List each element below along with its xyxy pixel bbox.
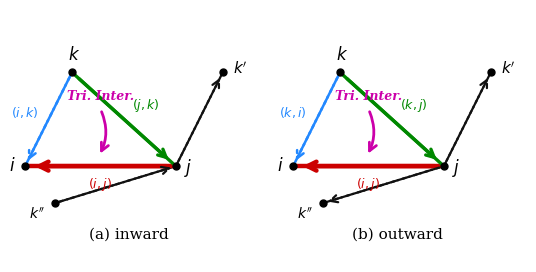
Text: $(j,k)$: $(j,k)$ (132, 97, 160, 114)
Text: $k$: $k$ (336, 46, 348, 64)
Text: $k'$: $k'$ (233, 61, 248, 77)
Text: $k'$: $k'$ (501, 61, 516, 77)
Text: Tri. Inter.: Tri. Inter. (67, 89, 134, 103)
Text: $j$: $j$ (452, 157, 461, 179)
Text: $k''$: $k''$ (29, 206, 45, 222)
Text: $j$: $j$ (184, 157, 193, 179)
Text: (a) inward: (a) inward (89, 228, 169, 242)
Text: $(i,k)$: $(i,k)$ (11, 105, 39, 120)
Text: $i$: $i$ (277, 157, 283, 175)
Text: $(k,j)$: $(k,j)$ (400, 97, 428, 114)
Text: $(k,i)$: $(k,i)$ (279, 105, 307, 120)
Text: (b) outward: (b) outward (352, 228, 442, 242)
Text: $k''$: $k''$ (297, 206, 313, 222)
Text: $(i,j)$: $(i,j)$ (356, 176, 381, 193)
Text: $i$: $i$ (9, 157, 15, 175)
Text: Tri. Inter.: Tri. Inter. (335, 89, 402, 103)
Text: $k$: $k$ (68, 46, 80, 64)
Text: $(i,j)$: $(i,j)$ (88, 176, 113, 193)
